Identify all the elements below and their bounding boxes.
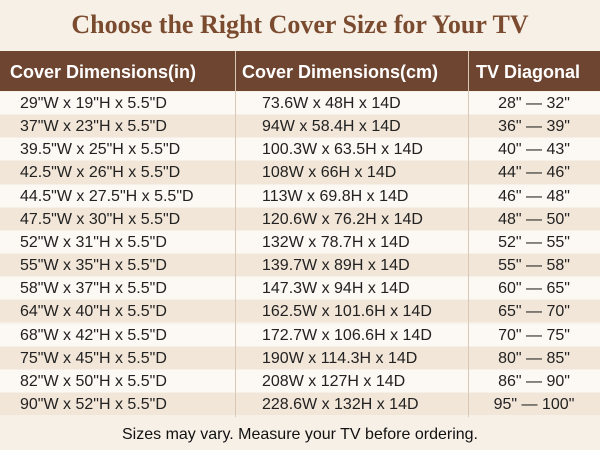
table-row: 52"W x 31"H x 5.5"D 132W x 78.7H x 14D 52"… bbox=[0, 230, 600, 254]
cell: 190W x 114.3H x 14D bbox=[262, 349, 418, 367]
table-header: Cover Dimensions(in) Cover Dimensions(cm)… bbox=[0, 51, 600, 91]
cell: 28" — 32" bbox=[498, 95, 570, 112]
cell: 70" — 75" bbox=[498, 326, 570, 344]
footer-note: Sizes may vary. Measure your TV before o… bbox=[122, 426, 478, 443]
cell: 94W x 58.4H x 14D bbox=[262, 118, 401, 136]
cell: 47.5"W x 30"H x 5.5"D bbox=[20, 210, 181, 228]
cell: 80" — 85" bbox=[498, 349, 570, 367]
cell: 139.7W x 89H x 14D bbox=[262, 257, 410, 275]
cell: 75"W x 45"H x 5.5"D bbox=[20, 349, 167, 367]
cell: 113W x 69.8H x 14D bbox=[262, 187, 409, 205]
table-row: 47.5"W x 30"H x 5.5"D 120.6W x 76.2H x 14… bbox=[0, 207, 600, 230]
cell: 58"W x 37"H x 5.5"D bbox=[20, 280, 167, 298]
header-cell: Cover Dimensions(cm) bbox=[242, 62, 439, 82]
cell: 29"W x 19"H x 5.5"D bbox=[20, 95, 167, 112]
cell: 55"W x 35"H x 5.5"D bbox=[20, 257, 167, 275]
table-row: 58"W x 37"H x 5.5"D 147.3W x 94H x 14D 60"… bbox=[0, 277, 600, 300]
cell: 37"W x 23"H x 5.5"D bbox=[20, 118, 167, 136]
header-cell: TV Diagonal bbox=[476, 62, 581, 82]
cell: 147.3W x 94H x 14D bbox=[262, 280, 410, 298]
table-row: 37"W x 23"H x 5.5"D 94W x 58.4H x 14D 36" … bbox=[0, 115, 600, 138]
cell: 90"W x 52"H x 5.5"D bbox=[20, 395, 167, 413]
cell: 60" — 65" bbox=[498, 280, 570, 298]
table-row: 29"W x 19"H x 5.5"D 73.6W x 48H x 14D 28" … bbox=[0, 92, 600, 115]
table-row: 42.5"W x 26"H x 5.5"D 108W x 66H x 14D 44"… bbox=[0, 161, 600, 184]
title: Choose the Right Cover Size for Your TV bbox=[71, 10, 529, 39]
cell: 100.3W x 63.5H x 14D bbox=[262, 141, 423, 159]
cell: 46" — 48" bbox=[498, 187, 570, 205]
table-row: 39.5"W x 25"H x 5.5"D 100.3W x 63.5H x 14… bbox=[0, 138, 600, 161]
cell: 42.5"W x 26"H x 5.5"D bbox=[20, 164, 181, 182]
table-row: 90"W x 52"H x 5.5"D 228.6W x 132H x 14D 95… bbox=[0, 392, 600, 416]
cell: 52" — 55" bbox=[498, 233, 570, 251]
table-row: 68"W x 42"H x 5.5"D 172.7W x 106.6H x 14D… bbox=[0, 323, 600, 346]
table-row: 55"W x 35"H x 5.5"D 139.7W x 89H x 14D 55"… bbox=[0, 254, 600, 277]
column-divider bbox=[235, 51, 236, 417]
cell: 48" — 50" bbox=[498, 210, 570, 228]
table-row: 82"W x 50"H x 5.5"D 208W x 127H x 14D 86" … bbox=[0, 369, 600, 392]
table-row: 64"W x 40"H x 5.5"D 162.5W x 101.6H x 14D… bbox=[0, 300, 600, 323]
cell: 132W x 78.7H x 14D bbox=[262, 233, 410, 251]
cell: 55" — 58" bbox=[498, 257, 570, 275]
cell: 64"W x 40"H x 5.5"D bbox=[20, 303, 167, 321]
cell: 44.5"W x 27.5"H x 5.5"D bbox=[20, 187, 194, 205]
cell: 68"W x 42"H x 5.5"D bbox=[20, 326, 167, 344]
cell: 73.6W x 48H x 14D bbox=[262, 95, 401, 112]
cell: 39.5"W x 25"H x 5.5"D bbox=[20, 141, 181, 159]
cell: 228.6W x 132H x 14D bbox=[262, 395, 419, 413]
table-row: 75"W x 45"H x 5.5"D 190W x 114.3H x 14D 80… bbox=[0, 346, 600, 369]
cell: 44" — 46" bbox=[498, 164, 570, 182]
cell: 108W x 66H x 14D bbox=[262, 164, 397, 182]
cell: 208W x 127H x 14D bbox=[262, 372, 406, 390]
header-cell: Cover Dimensions(in) bbox=[10, 62, 197, 82]
cell: 40" — 43" bbox=[498, 141, 570, 159]
cell: 52"W x 31"H x 5.5"D bbox=[20, 233, 167, 251]
cell: 120.6W x 76.2H x 14D bbox=[262, 210, 423, 228]
cell: 172.7W x 106.6H x 14D bbox=[262, 326, 432, 344]
cell: 65" — 70" bbox=[498, 303, 570, 321]
cell: 95" — 100" bbox=[493, 395, 575, 413]
cell: 82"W x 50"H x 5.5"D bbox=[20, 372, 167, 390]
table-row: 44.5"W x 27.5"H x 5.5"D 113W x 69.8H x 14… bbox=[0, 184, 600, 207]
cell: 86" — 90" bbox=[498, 372, 570, 390]
cell: 36" — 39" bbox=[498, 118, 570, 136]
column-divider bbox=[468, 51, 469, 417]
cell: 162.5W x 101.6H x 14D bbox=[262, 303, 432, 321]
